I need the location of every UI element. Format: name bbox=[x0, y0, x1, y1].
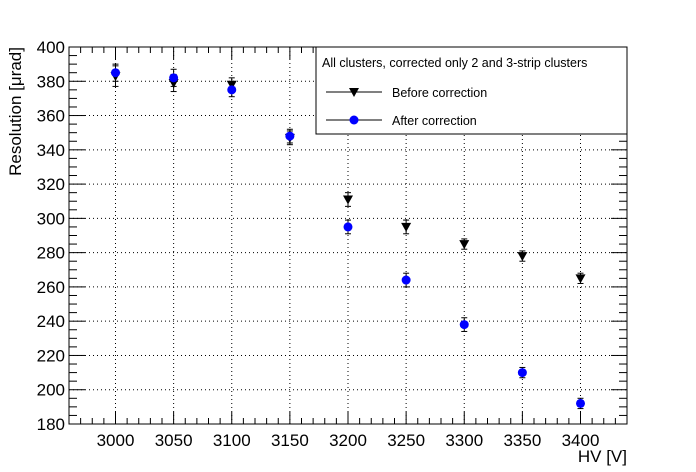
x-tick-label: 3100 bbox=[213, 431, 251, 450]
data-point-circle bbox=[285, 131, 295, 141]
data-point-circle bbox=[459, 320, 469, 330]
legend-marker-circle bbox=[349, 115, 359, 125]
x-tick-label: 3200 bbox=[329, 431, 367, 450]
data-point-circle bbox=[401, 275, 411, 285]
x-tick-label: 3350 bbox=[503, 431, 541, 450]
legend-header: All clusters, corrected only 2 and 3-str… bbox=[322, 56, 587, 70]
data-point-circle bbox=[169, 73, 179, 83]
data-point-triangle bbox=[575, 274, 586, 284]
y-tick-label: 220 bbox=[37, 346, 65, 365]
data-point-circle bbox=[576, 398, 585, 408]
x-tick-label: 3000 bbox=[97, 431, 135, 450]
y-tick-label: 180 bbox=[37, 415, 65, 434]
legend: All clusters, corrected only 2 and 3-str… bbox=[315, 46, 628, 135]
y-tick-label: 320 bbox=[37, 175, 65, 194]
x-axis-title: HV [V] bbox=[578, 447, 627, 466]
data-point-triangle bbox=[401, 222, 412, 232]
y-tick-label: 200 bbox=[37, 381, 65, 400]
y-tick-label: 340 bbox=[37, 141, 65, 160]
legend-label-after: After correction bbox=[392, 114, 477, 128]
y-tick-label: 380 bbox=[37, 72, 65, 91]
y-tick-label: 360 bbox=[37, 107, 65, 126]
data-point-circle bbox=[517, 368, 527, 378]
data-series bbox=[110, 63, 586, 410]
y-tick-label: 280 bbox=[37, 244, 65, 263]
y-tick-label: 260 bbox=[37, 278, 65, 297]
data-point-triangle bbox=[343, 195, 353, 205]
y-axis-title: Resolution [μrad] bbox=[6, 47, 25, 176]
y-tick-label: 400 bbox=[37, 38, 65, 57]
y-tick-label: 300 bbox=[37, 209, 65, 228]
x-tick-label: 3150 bbox=[271, 431, 309, 450]
data-point-triangle bbox=[459, 240, 470, 250]
x-tick-label: 3050 bbox=[155, 431, 193, 450]
data-point-triangle bbox=[517, 252, 528, 262]
y-tick-labels: 180 200 220 240 260 280 300 320 340 360 380 400 bbox=[37, 38, 65, 434]
y-tick-label: 240 bbox=[37, 312, 65, 331]
series-after-correction bbox=[111, 63, 585, 410]
data-point-circle bbox=[111, 68, 120, 78]
data-point-circle bbox=[343, 222, 353, 232]
data-point-circle bbox=[227, 85, 237, 95]
x-tick-label: 3300 bbox=[445, 431, 483, 450]
legend-label-before: Before correction bbox=[392, 86, 487, 100]
x-tick-label: 3400 bbox=[562, 431, 600, 450]
x-tick-label: 3250 bbox=[387, 431, 425, 450]
legend-marker-triangle-down bbox=[349, 88, 359, 97]
x-tick-labels: 3000 3050 3100 3150 3200 3250 3300 3350 3400 bbox=[97, 431, 600, 450]
